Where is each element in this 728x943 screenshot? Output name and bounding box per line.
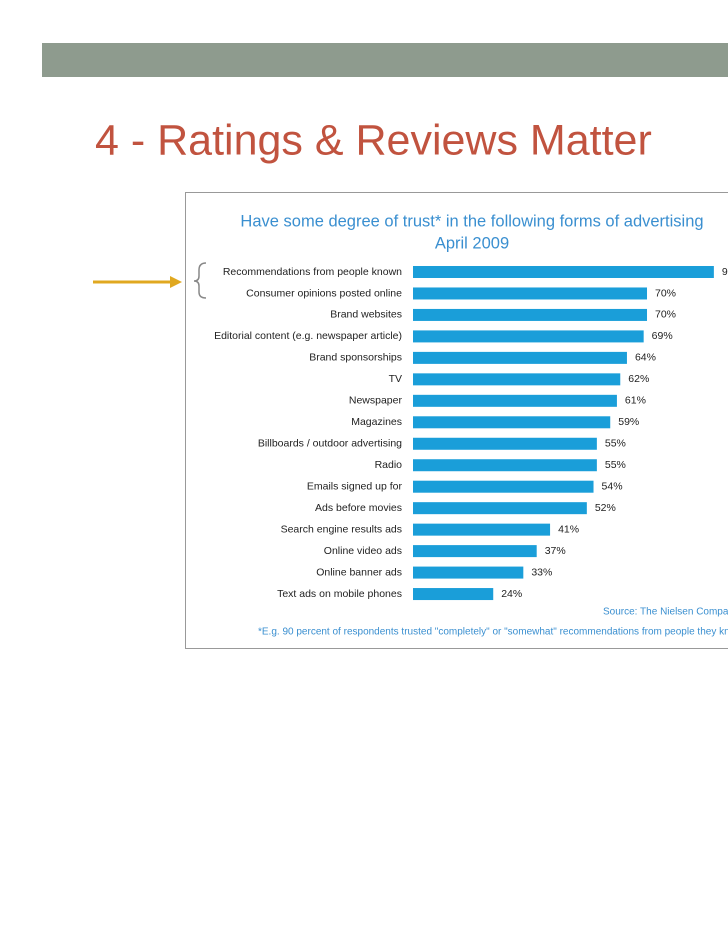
value-label: 55% [605, 438, 626, 450]
category-label: Search engine results ads [281, 523, 402, 535]
bar [413, 266, 714, 278]
header-bar [42, 43, 728, 77]
bar [413, 480, 594, 493]
value-label: 33% [531, 566, 552, 578]
bar [413, 394, 617, 407]
value-label: 69% [652, 330, 673, 342]
category-label: Brand websites [330, 309, 402, 321]
bar [413, 308, 648, 321]
bar [413, 545, 537, 558]
category-label: TV [389, 373, 402, 385]
value-label: 24% [501, 588, 522, 600]
arrow-head [170, 276, 182, 288]
bar [413, 416, 611, 429]
bar [413, 566, 524, 579]
category-label: Consumer opinions posted online [246, 287, 402, 299]
bar [413, 588, 494, 601]
bar [413, 373, 621, 386]
bracket [193, 262, 207, 299]
category-label: Magazines [351, 416, 402, 428]
bar [413, 351, 627, 364]
slide-title: 4 - Ratings & Reviews Matter [95, 116, 652, 164]
bar [413, 502, 587, 515]
chart-title: Have some degree of trust* in the follow… [240, 212, 703, 230]
category-label: Online banner ads [316, 566, 402, 578]
value-label: 64% [635, 352, 656, 364]
value-label: 59% [618, 416, 639, 428]
category-label: Emails signed up for [307, 480, 403, 492]
category-label: Online video ads [324, 545, 402, 557]
source: Source: The Nielsen Company [603, 607, 728, 618]
category-label: Newspaper [349, 395, 403, 407]
category-label: Recommendations from people known [223, 266, 402, 278]
chart-subtitle: April 2009 [435, 234, 509, 252]
value-label: 90% [722, 266, 728, 278]
value-label: 62% [628, 373, 649, 385]
category-label: Ads before movies [315, 502, 402, 514]
value-label: 55% [605, 459, 626, 471]
bar [413, 330, 644, 343]
value-label: 70% [655, 287, 676, 299]
value-label: 37% [545, 545, 566, 557]
category-label: Radio [375, 459, 403, 471]
category-label: Text ads on mobile phones [277, 588, 402, 600]
footnote: *E.g. 90 percent of respondents trusted … [258, 627, 728, 638]
bar [413, 287, 648, 300]
category-label: Brand sponsorships [309, 352, 402, 364]
bar [413, 437, 597, 450]
bar [413, 459, 597, 472]
value-label: 54% [602, 480, 623, 492]
category-label: Editorial content (e.g. newspaper articl… [214, 330, 402, 342]
category-label: Billboards / outdoor advertising [258, 438, 402, 450]
value-label: 61% [625, 395, 646, 407]
value-label: 70% [655, 309, 676, 321]
value-label: 41% [558, 523, 579, 535]
value-label: 52% [595, 502, 616, 514]
bar [413, 523, 551, 536]
